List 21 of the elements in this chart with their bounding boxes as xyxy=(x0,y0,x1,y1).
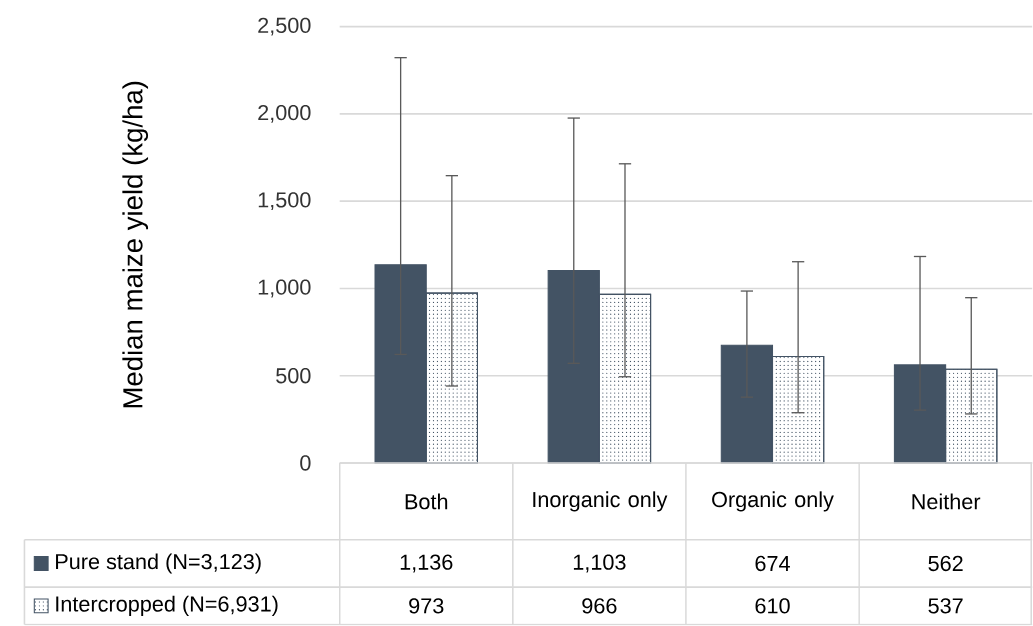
legend-label: Pure stand (N=3,123) xyxy=(56,553,261,574)
data-label: 1,136 xyxy=(400,554,453,573)
data-label: 537 xyxy=(928,598,963,614)
y-tick-label: 1,000 xyxy=(258,279,311,298)
data-label: 674 xyxy=(755,556,790,572)
x-tick-label: Neither xyxy=(912,493,981,510)
x-tick-label: Both xyxy=(405,493,448,510)
y-axis-title: Median maize yield (kg/ha) xyxy=(122,82,149,408)
y-tick-label: 500 xyxy=(276,368,311,384)
y-tick-label: 2,500 xyxy=(258,17,311,36)
data-label: 1,103 xyxy=(573,554,626,573)
data-label: 973 xyxy=(409,598,444,614)
y-tick-label: 2,000 xyxy=(258,105,311,124)
data-label: 966 xyxy=(582,598,617,614)
data-label: 610 xyxy=(755,598,790,614)
x-tick-label: Organic only xyxy=(712,491,834,512)
y-tick-label: 0 xyxy=(300,455,311,471)
x-tick-label: Inorganic only xyxy=(533,491,668,512)
data-label: 562 xyxy=(928,556,963,572)
legend-label: Intercropped (N=6,931) xyxy=(56,595,278,617)
y-tick-label: 1,500 xyxy=(258,192,311,211)
